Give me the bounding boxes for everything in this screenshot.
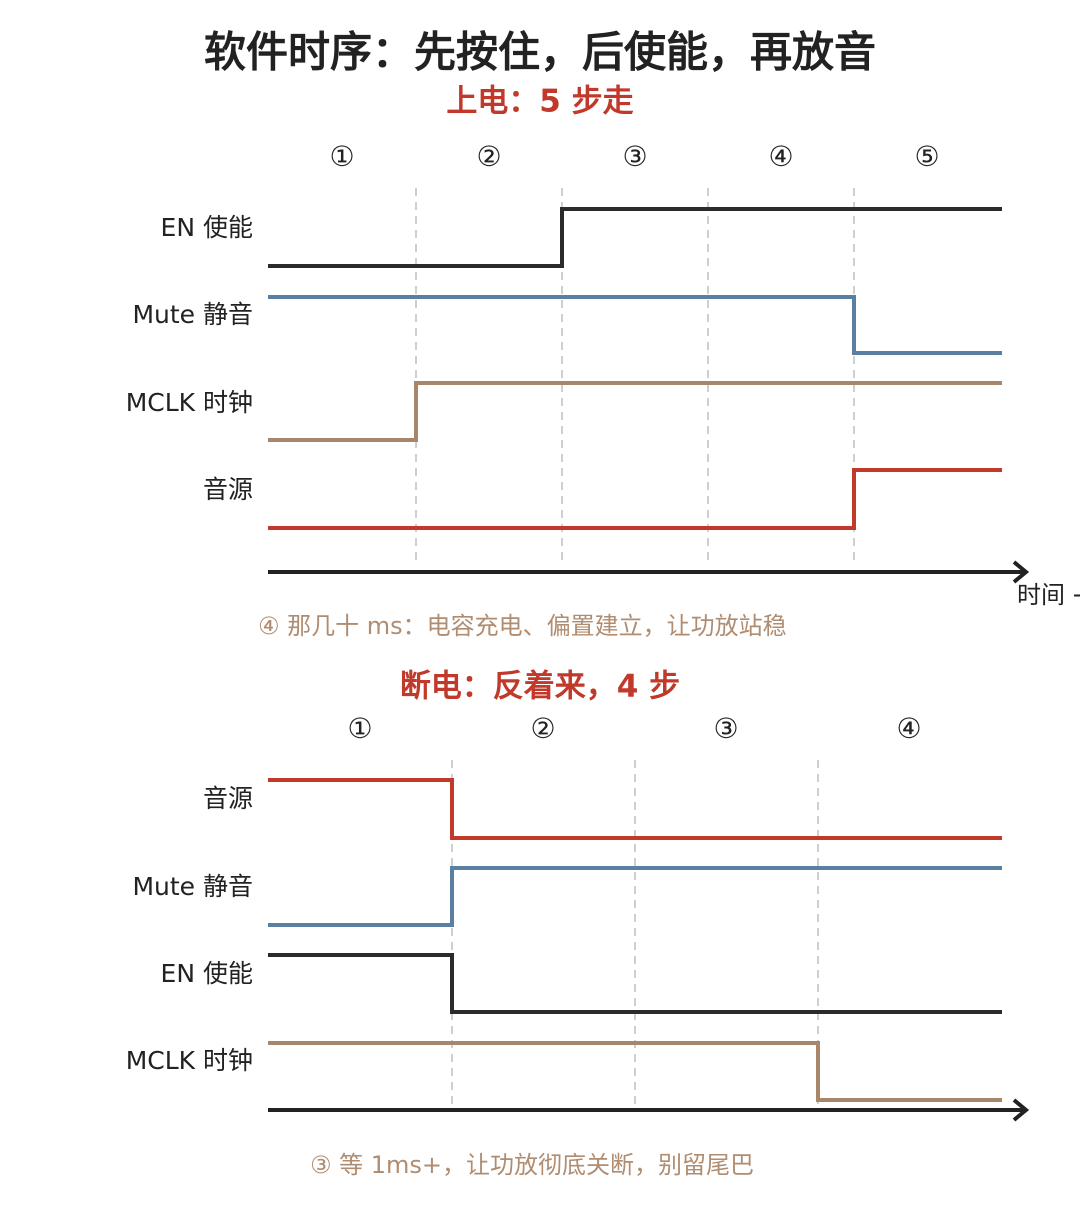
waveform bbox=[268, 866, 1002, 927]
step-label: ③ bbox=[622, 140, 647, 173]
note: ③ 等 1ms+，让功放彻底关断，别留尾巴 bbox=[310, 1151, 754, 1179]
waveform bbox=[268, 778, 1002, 840]
waveform bbox=[268, 953, 1002, 1014]
section-heading: 上电：5 步走 bbox=[446, 84, 633, 120]
waveform bbox=[268, 468, 1002, 530]
step-label: ② bbox=[530, 712, 555, 745]
waveform bbox=[268, 381, 1002, 442]
signal-label: 音源 bbox=[203, 475, 253, 504]
signal-label: EN 使能 bbox=[161, 959, 253, 988]
title: 软件时序：先按住，后使能，再放音 bbox=[204, 28, 876, 77]
signal-label: MCLK 时钟 bbox=[126, 1046, 253, 1075]
step-label: ① bbox=[329, 140, 354, 173]
signal-label: 音源 bbox=[203, 784, 253, 813]
signal-label: Mute 静音 bbox=[132, 872, 253, 901]
step-label: ② bbox=[476, 140, 501, 173]
step-label: ④ bbox=[768, 140, 793, 173]
waveform bbox=[268, 1041, 1002, 1102]
step-dividers bbox=[415, 188, 855, 566]
axis-label: 时间 → bbox=[1017, 581, 1080, 609]
note: ④ 那几十 ms：电容充电、偏置建立，让功放站稳 bbox=[258, 612, 787, 640]
time-axis bbox=[268, 560, 1030, 584]
section-heading: 断电：反着来，4 步 bbox=[400, 669, 680, 705]
step-label: ④ bbox=[896, 712, 921, 745]
signal-label: Mute 静音 bbox=[132, 300, 253, 329]
step-label: ① bbox=[347, 712, 372, 745]
step-dividers bbox=[451, 760, 819, 1105]
waveform bbox=[268, 207, 1002, 268]
waveform bbox=[268, 295, 1002, 355]
step-label: ③ bbox=[713, 712, 738, 745]
time-axis bbox=[268, 1098, 1030, 1122]
signal-label: MCLK 时钟 bbox=[126, 388, 253, 417]
step-label: ⑤ bbox=[914, 140, 939, 173]
signal-label: EN 使能 bbox=[161, 213, 253, 242]
